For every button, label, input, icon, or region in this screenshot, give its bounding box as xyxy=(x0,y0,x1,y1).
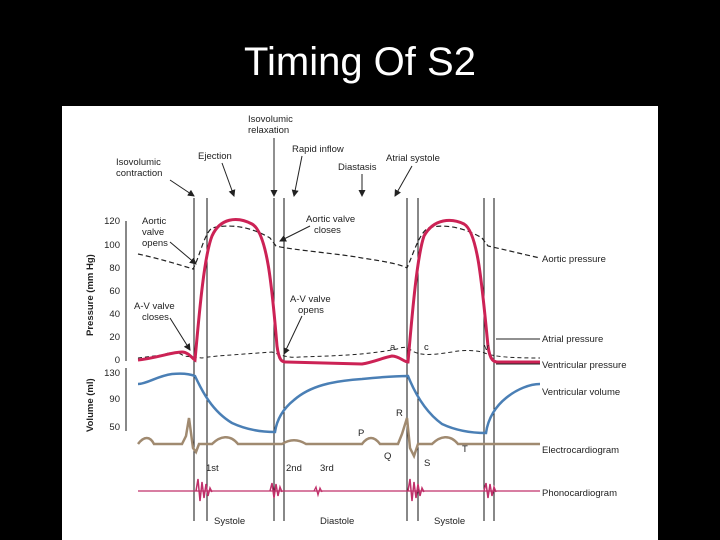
label-atrial-pressure: Atrial pressure xyxy=(542,334,603,345)
curve-label-leaders xyxy=(496,338,540,365)
label-ecg-p: P xyxy=(358,428,364,439)
heart-sound-s1-burst-2 xyxy=(407,478,425,502)
label-atrial-systole: Atrial systole xyxy=(386,153,440,164)
slide-title: Timing Of S2 xyxy=(244,40,476,84)
label-isovolumic-contraction-line1: Isovolumic xyxy=(116,157,161,168)
pressure-tick-60: 60 xyxy=(109,286,120,297)
label-rapid-inflow: Rapid inflow xyxy=(292,144,344,155)
heart-sound-s2-burst xyxy=(269,482,283,499)
label-diastasis: Diastasis xyxy=(338,162,377,173)
pressure-axis: 120 100 80 60 40 20 0 Pressure (mm Hg) xyxy=(85,216,127,366)
heart-sound-s3-burst xyxy=(313,485,323,498)
label-ventricular-volume: Ventricular volume xyxy=(542,387,620,398)
volume-axis: 130 90 50 Volume (ml) xyxy=(85,368,127,433)
event-arrows xyxy=(169,225,311,355)
label-aortic-valve-opens-line1: Aortic xyxy=(142,216,167,227)
volume-tick-50: 50 xyxy=(109,422,120,433)
label-phonocardiogram: Phonocardiogram xyxy=(542,488,617,499)
atrial-pressure-curve xyxy=(137,346,541,359)
label-isovolumic-contraction-line2: contraction xyxy=(116,168,162,179)
label-heart-sound-2nd: 2nd xyxy=(286,463,302,474)
label-av-valve-closes-line2: closes xyxy=(142,312,169,323)
label-ecg-q: Q xyxy=(384,451,391,462)
label-period-diastole: Diastole xyxy=(320,516,354,527)
label-aortic-valve-opens-line3: opens xyxy=(142,238,168,249)
pressure-tick-0: 0 xyxy=(115,355,120,366)
ventricular-volume-curve xyxy=(137,372,541,435)
label-ecg-t: T xyxy=(462,444,468,455)
label-electrocardiogram: Electrocardiogram xyxy=(542,445,619,456)
label-period-systole-1: Systole xyxy=(214,516,245,527)
label-ejection: Ejection xyxy=(198,151,232,162)
phase-divider-lines xyxy=(193,198,495,521)
label-isovolumic-relaxation-line2: relaxation xyxy=(248,125,289,136)
label-heart-sound-3rd: 3rd xyxy=(320,463,334,474)
heart-sound-s2-burst-2 xyxy=(483,482,497,499)
electrocardiogram-trace xyxy=(137,417,540,460)
pressure-tick-120: 120 xyxy=(104,216,120,227)
label-wave-a: a xyxy=(390,342,396,353)
label-wave-c: c xyxy=(424,342,429,353)
label-ecg-s: S xyxy=(424,458,430,469)
label-ecg-r: R xyxy=(396,408,403,419)
pressure-tick-40: 40 xyxy=(109,309,120,320)
label-wave-v: v xyxy=(484,342,489,353)
volume-axis-title: Volume (ml) xyxy=(85,378,96,432)
pressure-tick-80: 80 xyxy=(109,263,120,274)
aortic-pressure-curve xyxy=(137,225,541,270)
volume-tick-90: 90 xyxy=(109,394,120,405)
label-aortic-valve-closes-line1: Aortic valve xyxy=(306,214,355,225)
label-aortic-pressure: Aortic pressure xyxy=(542,254,606,265)
pressure-axis-title: Pressure (mm Hg) xyxy=(85,254,96,336)
phase-arrows xyxy=(169,138,413,197)
pressure-tick-100: 100 xyxy=(104,240,120,251)
label-av-valve-opens-line1: A-V valve xyxy=(290,294,331,305)
label-aortic-valve-opens-line2: valve xyxy=(142,227,164,238)
volume-tick-130: 130 xyxy=(104,368,120,379)
wiggers-diagram-panel: 120 100 80 60 40 20 0 Pressure (mm Hg) 1… xyxy=(62,106,658,540)
wiggers-diagram: 120 100 80 60 40 20 0 Pressure (mm Hg) 1… xyxy=(85,114,626,527)
label-heart-sound-1st: 1st xyxy=(206,463,219,474)
label-av-valve-closes-line1: A-V valve xyxy=(134,301,175,312)
label-isovolumic-relaxation-line1: Isovolumic xyxy=(248,114,293,125)
ventricular-pressure-curve xyxy=(137,218,540,366)
label-av-valve-opens-line2: opens xyxy=(298,305,324,316)
pressure-tick-20: 20 xyxy=(109,332,120,343)
label-aortic-valve-closes-line2: closes xyxy=(314,225,341,236)
label-ventricular-pressure: Ventricular pressure xyxy=(542,360,626,371)
heart-sound-s1-burst xyxy=(195,478,213,502)
label-period-systole-2: Systole xyxy=(434,516,465,527)
